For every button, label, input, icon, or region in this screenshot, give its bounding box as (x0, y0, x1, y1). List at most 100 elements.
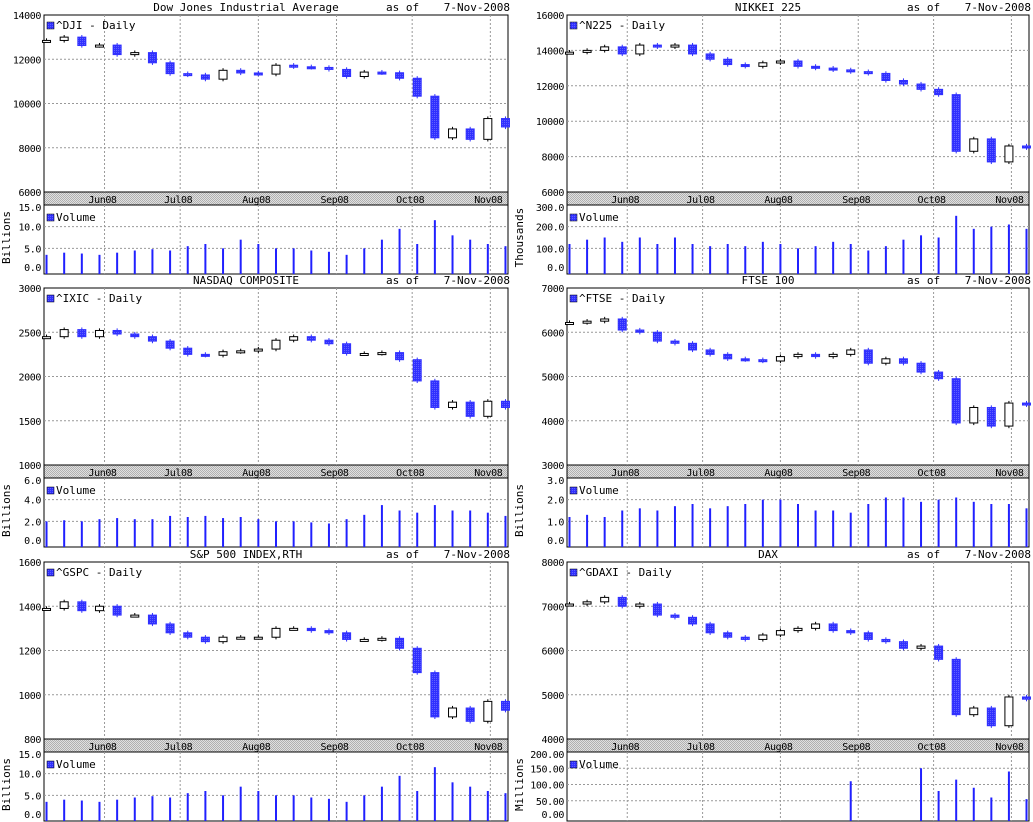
candle-down (898, 79, 908, 85)
month-tick-label: Jul08 (687, 468, 715, 479)
month-tick-label: Sep08 (320, 468, 348, 479)
candle-up (582, 320, 592, 324)
legend-swatch (569, 21, 578, 30)
candle-down (465, 707, 475, 722)
volume-tick-label: 300.0 (536, 203, 564, 214)
candle-down (688, 342, 698, 351)
volume-tick-label: 15.0 (19, 203, 42, 214)
candle-up (565, 51, 575, 55)
volume-tick-label: 0.0 (547, 536, 564, 547)
candle-down (863, 632, 873, 640)
candle-down (652, 44, 662, 48)
candle-up (969, 406, 979, 424)
chart-title: FTSE 100 (742, 274, 795, 287)
volume-legend-label: Volume (56, 211, 96, 224)
candle-down (863, 349, 873, 364)
candle-down (395, 72, 405, 79)
chart-title: NASDAQ COMPOSITE (193, 274, 299, 287)
legend-swatch (46, 21, 55, 30)
candle-down (898, 358, 908, 364)
candle-up (359, 638, 369, 642)
candle-down (306, 336, 316, 341)
candle-down (723, 353, 733, 360)
candle-down (986, 406, 996, 427)
month-tick-label: Nov08 (995, 195, 1023, 206)
candle-up (359, 71, 369, 78)
price-tick-label: 10000 (536, 117, 564, 128)
volume-legend-swatch (569, 213, 578, 222)
legend-swatch (46, 294, 55, 303)
candle-down (740, 636, 750, 640)
candle-down (1021, 145, 1031, 149)
month-tick-label: Jun08 (611, 742, 639, 753)
candle-down (1021, 402, 1031, 406)
candle-down (652, 331, 662, 342)
candle-down (465, 401, 475, 417)
candle-down (77, 36, 87, 47)
volume-legend-label: Volume (579, 211, 619, 224)
candle-up (289, 627, 299, 631)
volume-tick-label: 150.00 (530, 764, 564, 775)
price-tick-label: 8000 (542, 558, 565, 569)
volume-unit-label: Thousands (513, 208, 526, 268)
candle-down (934, 371, 944, 380)
month-tick-label: Jun08 (88, 468, 116, 479)
candle-down (898, 641, 908, 649)
legend-label: ^DJI - Daily (56, 19, 136, 32)
candle-down (306, 66, 316, 70)
volume-legend-swatch (569, 760, 578, 769)
candle-down (635, 329, 645, 333)
candle-down (342, 68, 352, 78)
candle-down (758, 359, 768, 363)
price-tick-label: 6000 (542, 328, 565, 339)
volume-legend-swatch (46, 213, 55, 222)
candle-up (483, 700, 493, 722)
candle-down (705, 349, 715, 355)
candle-down (200, 636, 210, 643)
candle-down (412, 77, 422, 97)
price-tick-label: 3000 (19, 284, 42, 295)
month-tick-label: Jun08 (611, 468, 639, 479)
month-tick-label: Sep08 (320, 742, 348, 753)
legend-label: ^IXIC - Daily (56, 292, 142, 305)
as-of-label: as of (907, 548, 940, 561)
month-tick-label: Jul08 (164, 195, 192, 206)
candle-up (828, 353, 838, 358)
month-tick-label: Oct08 (918, 195, 946, 206)
candle-down (183, 632, 193, 638)
candle-up (94, 44, 104, 48)
as-of-date: 7-Nov-2008 (965, 274, 1031, 287)
volume-unit-label: Billions (0, 484, 13, 537)
month-tick-label: Nov08 (474, 195, 502, 206)
candle-up (59, 601, 69, 609)
candle-down (412, 359, 422, 382)
candle-down (236, 69, 246, 74)
candle-down (916, 362, 926, 373)
candle-down (147, 336, 157, 342)
volume-tick-label: 0.0 (24, 263, 41, 274)
candle-up (236, 636, 246, 640)
candle-down (306, 627, 316, 632)
candle-up (775, 356, 785, 362)
candle-down (723, 58, 733, 66)
legend-swatch (569, 294, 578, 303)
as-of-date: 7-Nov-2008 (444, 548, 510, 561)
candle-up (758, 634, 768, 640)
candle-down (723, 632, 733, 638)
candle-down (986, 707, 996, 727)
candle-down (165, 62, 175, 75)
candle-down (863, 71, 873, 75)
candle-down (500, 700, 510, 711)
candle-down (652, 603, 662, 616)
candle-up (218, 636, 228, 643)
price-tick-label: 5000 (542, 691, 565, 702)
month-tick-label: Jul08 (164, 742, 192, 753)
candle-down (986, 138, 996, 163)
candle-down (934, 645, 944, 660)
candle-up (635, 603, 645, 607)
candle-down (951, 378, 961, 424)
month-tick-label: Jul08 (164, 468, 192, 479)
volume-tick-label: 10.0 (19, 223, 42, 234)
candle-up (377, 352, 387, 356)
candle-up (253, 636, 263, 640)
